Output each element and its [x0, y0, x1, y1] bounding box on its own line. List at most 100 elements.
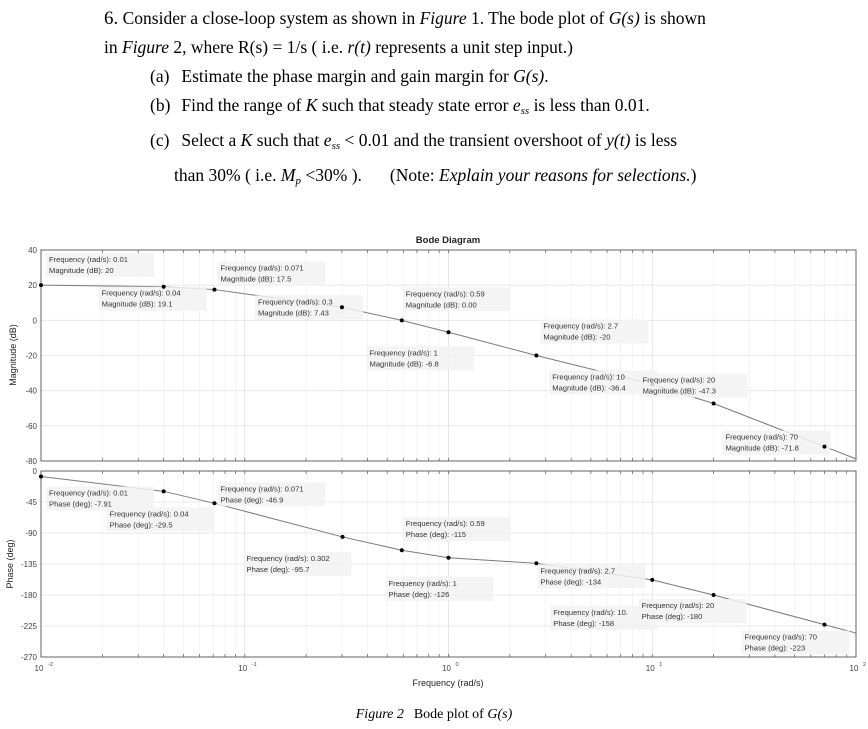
datatip[interactable]: Frequency (rad/s): 20 Phase (deg): -180	[638, 593, 747, 623]
svg-text:Frequency (rad/s): 10: Frequency (rad/s): 10	[552, 372, 625, 381]
datatip[interactable]: Frequency (rad/s): 0.59 Phase (deg): -115	[399, 517, 511, 553]
svg-text:Magnitude (dB): -47.3: Magnitude (dB): -47.3	[643, 387, 716, 396]
datatip[interactable]: Frequency (rad/s): 0.59 Magnitude (dB): 0…	[399, 287, 511, 323]
datatip[interactable]: Frequency (rad/s): 1 Magnitude (dB): -6.8	[366, 330, 475, 371]
datatip-marker[interactable]	[340, 534, 345, 539]
datatip-marker[interactable]	[650, 577, 655, 582]
y-tick-label: -225	[21, 622, 38, 631]
datatip-marker[interactable]	[212, 501, 217, 506]
magnitude-axes: 40 20 0 -20 -40 -60 -80 Frequency (rad/s): 0.01…	[25, 246, 857, 466]
svg-text:Magnitude (dB): -36.4: Magnitude (dB): -36.4	[552, 383, 625, 392]
svg-text:Frequency (rad/s): 2.7: Frequency (rad/s): 2.7	[543, 322, 618, 331]
datatip-marker[interactable]	[711, 401, 716, 406]
svg-text:Frequency (rad/s): 0.302: Frequency (rad/s): 0.302	[247, 554, 330, 563]
datatip-marker[interactable]	[161, 489, 166, 494]
x-tick-label: 10	[238, 664, 247, 673]
datatip[interactable]: Frequency (rad/s): 0.01 Phase (deg): -7.9…	[39, 474, 154, 511]
datatip[interactable]: Frequency (rad/s): 0.071 Phase (deg): -46…	[212, 482, 326, 507]
datatip-marker[interactable]	[446, 555, 451, 560]
datatip-marker[interactable]	[822, 622, 827, 627]
datatip[interactable]: Frequency (rad/s): 20 Magnitude (dB): -47…	[639, 373, 748, 406]
svg-text:Frequency (rad/s): 0.071: Frequency (rad/s): 0.071	[220, 264, 303, 273]
y-tick-label: -180	[21, 591, 38, 600]
datatip-marker[interactable]	[39, 474, 43, 479]
datatip[interactable]: Frequency (rad/s): 0.04 Magnitude (dB): 1…	[98, 284, 207, 311]
question-block: 6. Consider a close-loop system as shown…	[104, 4, 844, 196]
y-tick-label: 40	[28, 246, 37, 255]
datatip-marker[interactable]	[399, 318, 404, 323]
question-intro-line-1: 6. Consider a close-loop system as shown…	[104, 8, 706, 29]
svg-text:Frequency (rad/s): 0.04: Frequency (rad/s): 0.04	[102, 289, 181, 298]
datatip-marker[interactable]	[161, 284, 166, 289]
svg-text:Frequency (rad/s): 0.071: Frequency (rad/s): 0.071	[220, 484, 303, 493]
chart-title: Bode Diagram	[416, 235, 480, 246]
svg-text:Phase (deg): -7.91: Phase (deg): -7.91	[49, 499, 112, 508]
datatip[interactable]: Frequency (rad/s): 0.01 Magnitude (dB): 2…	[39, 253, 154, 288]
datatip-marker[interactable]	[399, 548, 404, 553]
y-tick-label: 20	[28, 281, 37, 290]
datatip-marker[interactable]	[446, 330, 451, 335]
magnitude-y-label: Magnitude (dB)	[8, 324, 18, 386]
x-tick-label: 10	[442, 664, 451, 673]
svg-text:Frequency (rad/s): 70: Frequency (rad/s): 70	[725, 433, 798, 442]
svg-text:Frequency (rad/s): 0.01: Frequency (rad/s): 0.01	[49, 255, 128, 264]
datatip[interactable]: Frequency (rad/s): 1 Phase (deg): -126	[385, 555, 494, 601]
svg-text:Frequency (rad/s): 0.04: Frequency (rad/s): 0.04	[110, 509, 189, 518]
question-intro-line-2: in Figure 2, where R(s) = 1/s ( i.e. r(t…	[104, 37, 574, 57]
question-part-c-continued: than 30% ( i.e. Mp <30% ). (Note: Explain…	[174, 165, 697, 187]
svg-text:-2: -2	[48, 662, 53, 668]
svg-text:Phase (deg): -115: Phase (deg): -115	[406, 530, 466, 539]
bode-plot: Bode Diagram 40200-20-40-60-80Frequency …	[5, 235, 866, 688]
x-axis-label: Frequency (rad/s)	[412, 678, 483, 688]
svg-text:Phase (deg): -223: Phase (deg): -223	[744, 644, 805, 653]
datatip[interactable]: Frequency (rad/s): 70 Magnitude (dB): -71…	[722, 430, 831, 455]
datatip[interactable]: Frequency (rad/s): 0.302 Phase (deg): -95…	[243, 534, 352, 576]
svg-text:Magnitude (dB): 20: Magnitude (dB): 20	[49, 266, 114, 275]
part-label: (c)	[150, 130, 170, 150]
svg-text:Phase (deg): -46.9: Phase (deg): -46.9	[220, 495, 283, 504]
y-tick-label: -135	[21, 560, 38, 569]
figure-caption: Figure 2 Bode plot of G(s)	[355, 707, 513, 722]
question-part-a: (a) Estimate the phase margin and gain m…	[104, 62, 844, 91]
datatip-marker[interactable]	[822, 444, 827, 449]
svg-text:Frequency (rad/s): 0.59: Frequency (rad/s): 0.59	[406, 519, 485, 528]
svg-text:Phase (deg): -126: Phase (deg): -126	[389, 590, 450, 599]
y-tick-label: -90	[25, 529, 37, 538]
part-label: (b)	[150, 95, 171, 115]
y-tick-label: -270	[21, 653, 38, 662]
svg-text:Phase (deg): -95.7: Phase (deg): -95.7	[247, 565, 310, 574]
datatip[interactable]: Frequency (rad/s): 0.3 Magnitude (dB): 7.…	[254, 295, 363, 320]
question-part-b: (b) Find the range of K such that steady…	[104, 91, 844, 126]
datatip[interactable]: Frequency (rad/s): 0.04 Phase (deg): -29.…	[106, 489, 215, 532]
question-part-c: (c) Select a K such that ess < 0.01 and …	[104, 126, 844, 161]
svg-text:Frequency (rad/s): 70: Frequency (rad/s): 70	[744, 633, 817, 642]
svg-text:Phase (deg): -158: Phase (deg): -158	[553, 619, 614, 628]
x-tick-label: 10	[850, 664, 859, 673]
y-tick-label: -80	[25, 457, 37, 466]
svg-text:Frequency (rad/s): 20: Frequency (rad/s): 20	[642, 601, 715, 610]
svg-text:Magnitude (dB): 19.1: Magnitude (dB): 19.1	[102, 300, 173, 309]
svg-text:0: 0	[456, 662, 459, 668]
datatip[interactable]: Frequency (rad/s): 10 Magnitude (dB): -36…	[549, 370, 658, 395]
datatip-marker[interactable]	[39, 283, 43, 288]
datatip[interactable]: Frequency (rad/s): 0.071 Magnitude (dB): …	[212, 261, 326, 292]
question-number: 6.	[104, 8, 119, 29]
y-tick-label: -20	[25, 352, 37, 361]
datatip-marker[interactable]	[534, 353, 539, 358]
svg-text:Frequency (rad/s): 1: Frequency (rad/s): 1	[389, 579, 457, 588]
datatip-marker[interactable]	[711, 593, 716, 597]
x-tick-label: 10	[646, 664, 655, 673]
phase-axes: 0 -45 -90 -135 -180 -225 -270 Frequency (rad/s)…	[21, 467, 857, 662]
y-tick-label: -60	[25, 422, 37, 431]
svg-text:Frequency (rad/s): 0.3: Frequency (rad/s): 0.3	[258, 297, 333, 306]
datatip[interactable]: Frequency (rad/s): 2.7 Phase (deg): -134	[534, 561, 646, 589]
datatip-marker[interactable]	[534, 561, 539, 566]
svg-text:Phase (deg): -29.5: Phase (deg): -29.5	[110, 520, 173, 529]
datatip[interactable]: Frequency (rad/s): 70 Phase (deg): -223	[741, 622, 850, 655]
svg-text:Frequency (rad/s): 20: Frequency (rad/s): 20	[643, 376, 716, 385]
datatip-marker[interactable]	[212, 287, 217, 292]
svg-text:Magnitude (dB): 0.00: Magnitude (dB): 0.00	[406, 300, 477, 309]
datatip[interactable]: Frequency (rad/s): 2.7 Magnitude (dB): -2…	[534, 319, 649, 358]
y-tick-label: 0	[33, 316, 38, 325]
datatip-marker[interactable]	[339, 305, 344, 310]
